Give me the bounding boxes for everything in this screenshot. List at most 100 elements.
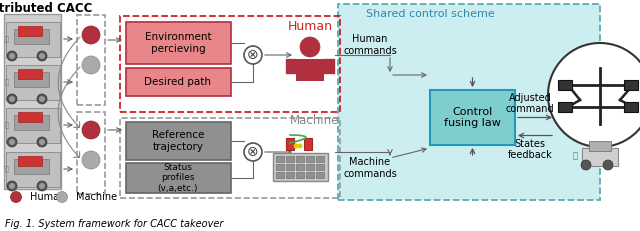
Text: Desired path: Desired path bbox=[145, 77, 211, 87]
Circle shape bbox=[37, 94, 47, 104]
Bar bbox=[296, 172, 304, 178]
Bar bbox=[6, 108, 60, 143]
Text: ⊗: ⊗ bbox=[247, 48, 259, 62]
Text: Shared control scheme: Shared control scheme bbox=[365, 9, 494, 19]
Polygon shape bbox=[324, 59, 334, 73]
Circle shape bbox=[603, 160, 613, 170]
Circle shape bbox=[82, 121, 100, 139]
Circle shape bbox=[294, 143, 298, 149]
Text: Adjusted
command: Adjusted command bbox=[506, 93, 554, 114]
Bar bbox=[430, 90, 515, 145]
Bar bbox=[14, 159, 49, 174]
FancyArrowPatch shape bbox=[58, 37, 80, 128]
Circle shape bbox=[244, 143, 262, 161]
Bar bbox=[18, 156, 42, 166]
Text: Control
fusing law: Control fusing law bbox=[444, 107, 501, 128]
Circle shape bbox=[7, 137, 17, 147]
Bar bbox=[306, 164, 314, 170]
Circle shape bbox=[37, 137, 47, 147]
Text: ⦻: ⦻ bbox=[5, 36, 9, 42]
Bar bbox=[18, 112, 42, 122]
Text: Human: Human bbox=[30, 192, 65, 202]
FancyArrowPatch shape bbox=[58, 67, 80, 158]
Bar bbox=[306, 172, 314, 178]
Text: Machine: Machine bbox=[291, 113, 340, 127]
Circle shape bbox=[581, 160, 591, 170]
Bar bbox=[558, 80, 572, 90]
Circle shape bbox=[298, 143, 303, 149]
Bar bbox=[18, 26, 42, 36]
Bar bbox=[624, 102, 638, 112]
Bar bbox=[77, 15, 105, 105]
Circle shape bbox=[9, 96, 15, 102]
Text: ⊗: ⊗ bbox=[247, 145, 259, 159]
Circle shape bbox=[82, 26, 100, 44]
Circle shape bbox=[300, 37, 320, 57]
Circle shape bbox=[9, 183, 15, 189]
Text: ⦻: ⦻ bbox=[5, 122, 9, 128]
Circle shape bbox=[7, 181, 17, 191]
Bar bbox=[14, 29, 49, 44]
Text: Status
profiles
(v,a,etc.): Status profiles (v,a,etc.) bbox=[157, 163, 198, 193]
Bar bbox=[4, 14, 61, 189]
Circle shape bbox=[10, 191, 22, 203]
Bar bbox=[14, 72, 49, 87]
Bar bbox=[304, 138, 312, 150]
Bar bbox=[624, 80, 638, 90]
Circle shape bbox=[9, 53, 15, 59]
Bar bbox=[126, 22, 231, 64]
Text: ⦻: ⦻ bbox=[573, 152, 577, 161]
Bar bbox=[286, 164, 294, 170]
Circle shape bbox=[82, 151, 100, 169]
Text: Distributed CACC: Distributed CACC bbox=[0, 3, 92, 15]
Circle shape bbox=[39, 139, 45, 145]
Bar bbox=[120, 16, 340, 112]
Bar bbox=[6, 22, 60, 57]
Circle shape bbox=[37, 181, 47, 191]
Bar bbox=[126, 122, 231, 160]
Bar bbox=[126, 68, 231, 96]
Circle shape bbox=[56, 191, 67, 203]
Text: States
feedback: States feedback bbox=[508, 139, 552, 160]
Bar bbox=[77, 112, 105, 194]
Bar bbox=[306, 156, 314, 162]
Bar bbox=[273, 153, 328, 181]
Bar bbox=[558, 102, 572, 112]
Circle shape bbox=[39, 183, 45, 189]
Circle shape bbox=[39, 96, 45, 102]
Text: Environment
percieving: Environment percieving bbox=[145, 32, 211, 54]
Circle shape bbox=[9, 139, 15, 145]
Text: Human: Human bbox=[287, 19, 333, 33]
Bar bbox=[120, 118, 340, 198]
Bar bbox=[286, 172, 294, 178]
Bar bbox=[296, 156, 304, 162]
Text: Machine: Machine bbox=[76, 192, 117, 202]
Bar bbox=[582, 148, 618, 166]
Circle shape bbox=[244, 46, 262, 64]
Bar bbox=[276, 164, 284, 170]
Bar bbox=[18, 69, 42, 79]
Circle shape bbox=[7, 94, 17, 104]
Bar bbox=[286, 138, 294, 150]
Circle shape bbox=[548, 43, 640, 147]
Circle shape bbox=[82, 56, 100, 74]
Text: Fig. 1. System framework for CACC takeover: Fig. 1. System framework for CACC takeov… bbox=[5, 219, 223, 229]
Bar bbox=[338, 4, 600, 200]
Bar bbox=[14, 115, 49, 130]
Bar bbox=[316, 172, 324, 178]
Bar bbox=[6, 152, 60, 187]
Circle shape bbox=[39, 53, 45, 59]
Bar bbox=[286, 156, 294, 162]
Circle shape bbox=[7, 51, 17, 61]
Bar bbox=[126, 163, 231, 193]
Polygon shape bbox=[286, 59, 296, 73]
Text: ⦻: ⦻ bbox=[5, 166, 9, 172]
Bar bbox=[276, 156, 284, 162]
Bar bbox=[589, 141, 611, 151]
Bar bbox=[276, 172, 284, 178]
Text: Human
commands: Human commands bbox=[343, 34, 397, 56]
Bar bbox=[296, 59, 324, 81]
Bar bbox=[296, 164, 304, 170]
Text: Reference
trajectory: Reference trajectory bbox=[152, 130, 204, 152]
Circle shape bbox=[37, 51, 47, 61]
